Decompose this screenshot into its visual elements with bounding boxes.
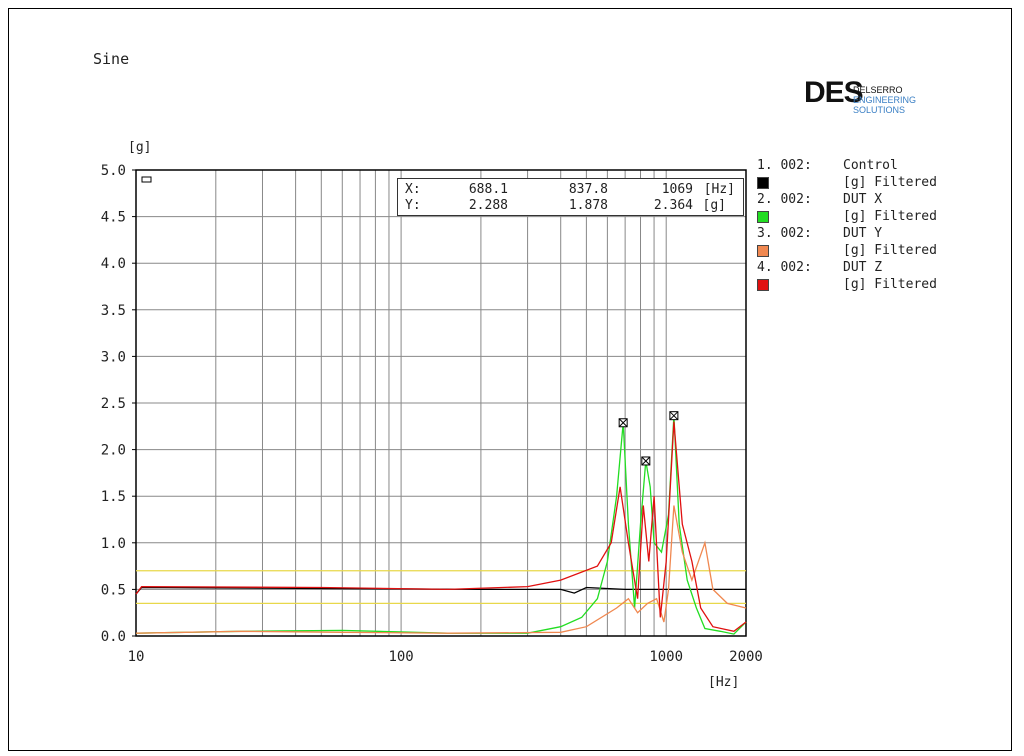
- logo-mark: DES: [804, 76, 864, 109]
- legend-index: 2. 002:: [757, 192, 812, 207]
- peak-marker-icon: [641, 456, 651, 466]
- legend-index: 3. 002:: [757, 226, 812, 241]
- series-line-control: [135, 586, 746, 595]
- legend-name: Control: [843, 158, 898, 173]
- y-tick-label: 0.5: [101, 582, 126, 598]
- readout-x-3: 1069: [661, 182, 693, 197]
- legend-unit: [g] Filtered: [843, 209, 937, 224]
- readout-y-label: Y:: [405, 198, 421, 213]
- y-tick-label: 3.0: [101, 349, 126, 365]
- plot-handle-icon: [141, 176, 152, 183]
- y-tick-label: 1.0: [101, 536, 126, 552]
- legend-swatch: [757, 211, 769, 223]
- legend-unit: [g] Filtered: [843, 175, 937, 190]
- readout-x-2: 837.8: [568, 182, 608, 197]
- readout-y-2: 1.878: [568, 198, 608, 213]
- peak-marker-icon: [618, 418, 628, 428]
- legend-index: 1. 002:: [757, 158, 812, 173]
- y-tick-label: 1.5: [101, 489, 126, 505]
- legend-swatch: [757, 177, 769, 189]
- y-tick-label: 4.5: [101, 210, 126, 226]
- y-tick-label: 0.0: [101, 629, 126, 645]
- peak-marker-icon: [669, 411, 679, 421]
- readout-y-3: 2.364: [653, 198, 693, 213]
- logo-line2: ENGINEERING SOLUTIONS: [853, 95, 917, 115]
- plot-border: [135, 169, 747, 637]
- y-tick-label: 4.0: [101, 256, 126, 272]
- legend-swatch: [757, 279, 769, 291]
- readout-y-unit: [g]: [702, 198, 726, 213]
- legend-name: DUT X: [843, 192, 883, 207]
- x-tick-label: 100: [388, 649, 413, 665]
- company-logo: DES DELSERRO ENGINEERING SOLUTIONS: [804, 72, 944, 116]
- legend-index: 4. 002:: [757, 260, 812, 275]
- x-tick-label: 1000: [649, 649, 683, 665]
- readout-x-1: 688.1: [468, 182, 508, 197]
- legend-unit: [g] Filtered: [843, 243, 937, 258]
- y-tick-label: 2.5: [101, 396, 126, 412]
- legend-name: DUT Z: [843, 260, 883, 275]
- logo-line1: DELSERRO: [853, 85, 903, 95]
- page-frame: [8, 8, 1012, 751]
- legend-name: DUT Y: [843, 226, 883, 241]
- legend-unit: [g] Filtered: [843, 277, 937, 292]
- legend-swatch: [757, 245, 769, 257]
- x-axis-label: [Hz]: [708, 675, 740, 690]
- readout-x-unit: [Hz]: [703, 182, 735, 197]
- x-tick-label: 10: [128, 649, 145, 665]
- cursor-readout: X: Y: 688.1 837.8 1069 2.288 1.878 2.364…: [397, 178, 744, 216]
- chart-title: Sine: [93, 50, 130, 68]
- series-line-dut-z: [135, 421, 747, 632]
- y-tick-label: 5.0: [101, 163, 126, 179]
- y-tick-label: 2.0: [101, 443, 126, 459]
- y-tick-label: 3.5: [101, 303, 126, 319]
- series-line-dut-x: [135, 415, 747, 635]
- y-axis-label: [g]: [128, 140, 152, 155]
- x-tick-label: 2000: [729, 649, 763, 665]
- readout-y-1: 2.288: [468, 198, 508, 213]
- readout-x-label: X:: [405, 182, 421, 197]
- series-line-dut-y: [135, 505, 747, 634]
